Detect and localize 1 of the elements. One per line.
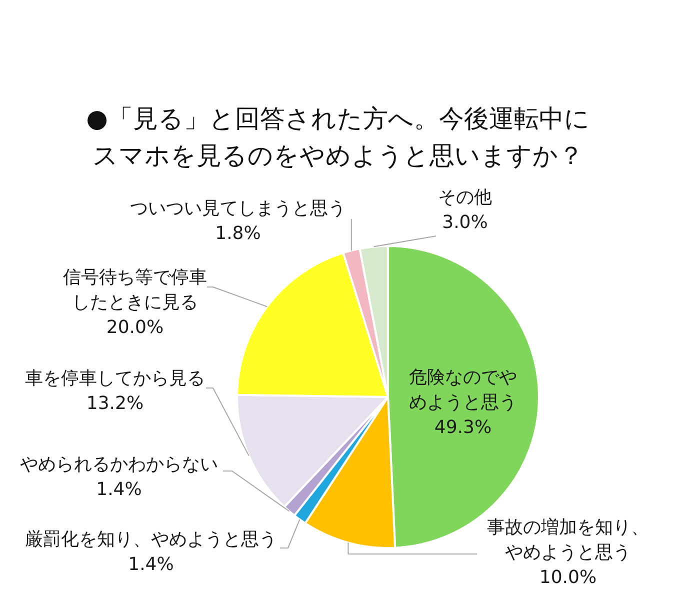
title: ●「見る」と回答された方へ。今後運転中にスマホを見るのをやめようと思いますか？ <box>86 104 590 170</box>
